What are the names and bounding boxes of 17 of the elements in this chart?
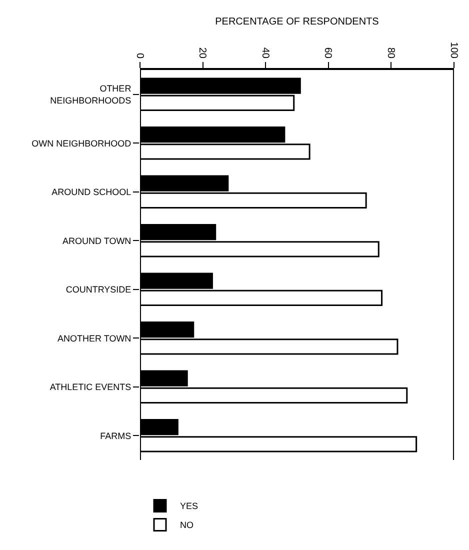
y-tick-label: COUNTRYSIDE — [66, 284, 132, 295]
y-tick-label: AROUND SCHOOL — [52, 187, 132, 198]
x-tick-label: 100 — [448, 42, 459, 59]
x-tick-label: 80 — [384, 47, 396, 59]
x-tick-label: 0 — [134, 52, 145, 59]
y-tick-label: FARMS — [100, 430, 132, 441]
x-tick-label: 60 — [322, 47, 334, 59]
y-tick-label: OWN NEIGHBORHOOD — [32, 138, 132, 148]
x-tick-label: 40 — [259, 47, 270, 59]
y-tick-label: ATHLETIC EVENTS — [50, 382, 132, 392]
x-tick-label: 20 — [196, 47, 208, 59]
x-axis-title: PERCENTAGE OF RESPONDENTS — [215, 16, 380, 28]
legend-label: NO — [180, 520, 194, 530]
y-tick-label: OTHER NEIGHBORHOODS — [50, 84, 132, 106]
legend-label: YES — [180, 501, 198, 512]
y-tick-label: ANOTHER TOWN — [58, 333, 132, 344]
y-tick-label: AROUND TOWN — [62, 236, 132, 246]
